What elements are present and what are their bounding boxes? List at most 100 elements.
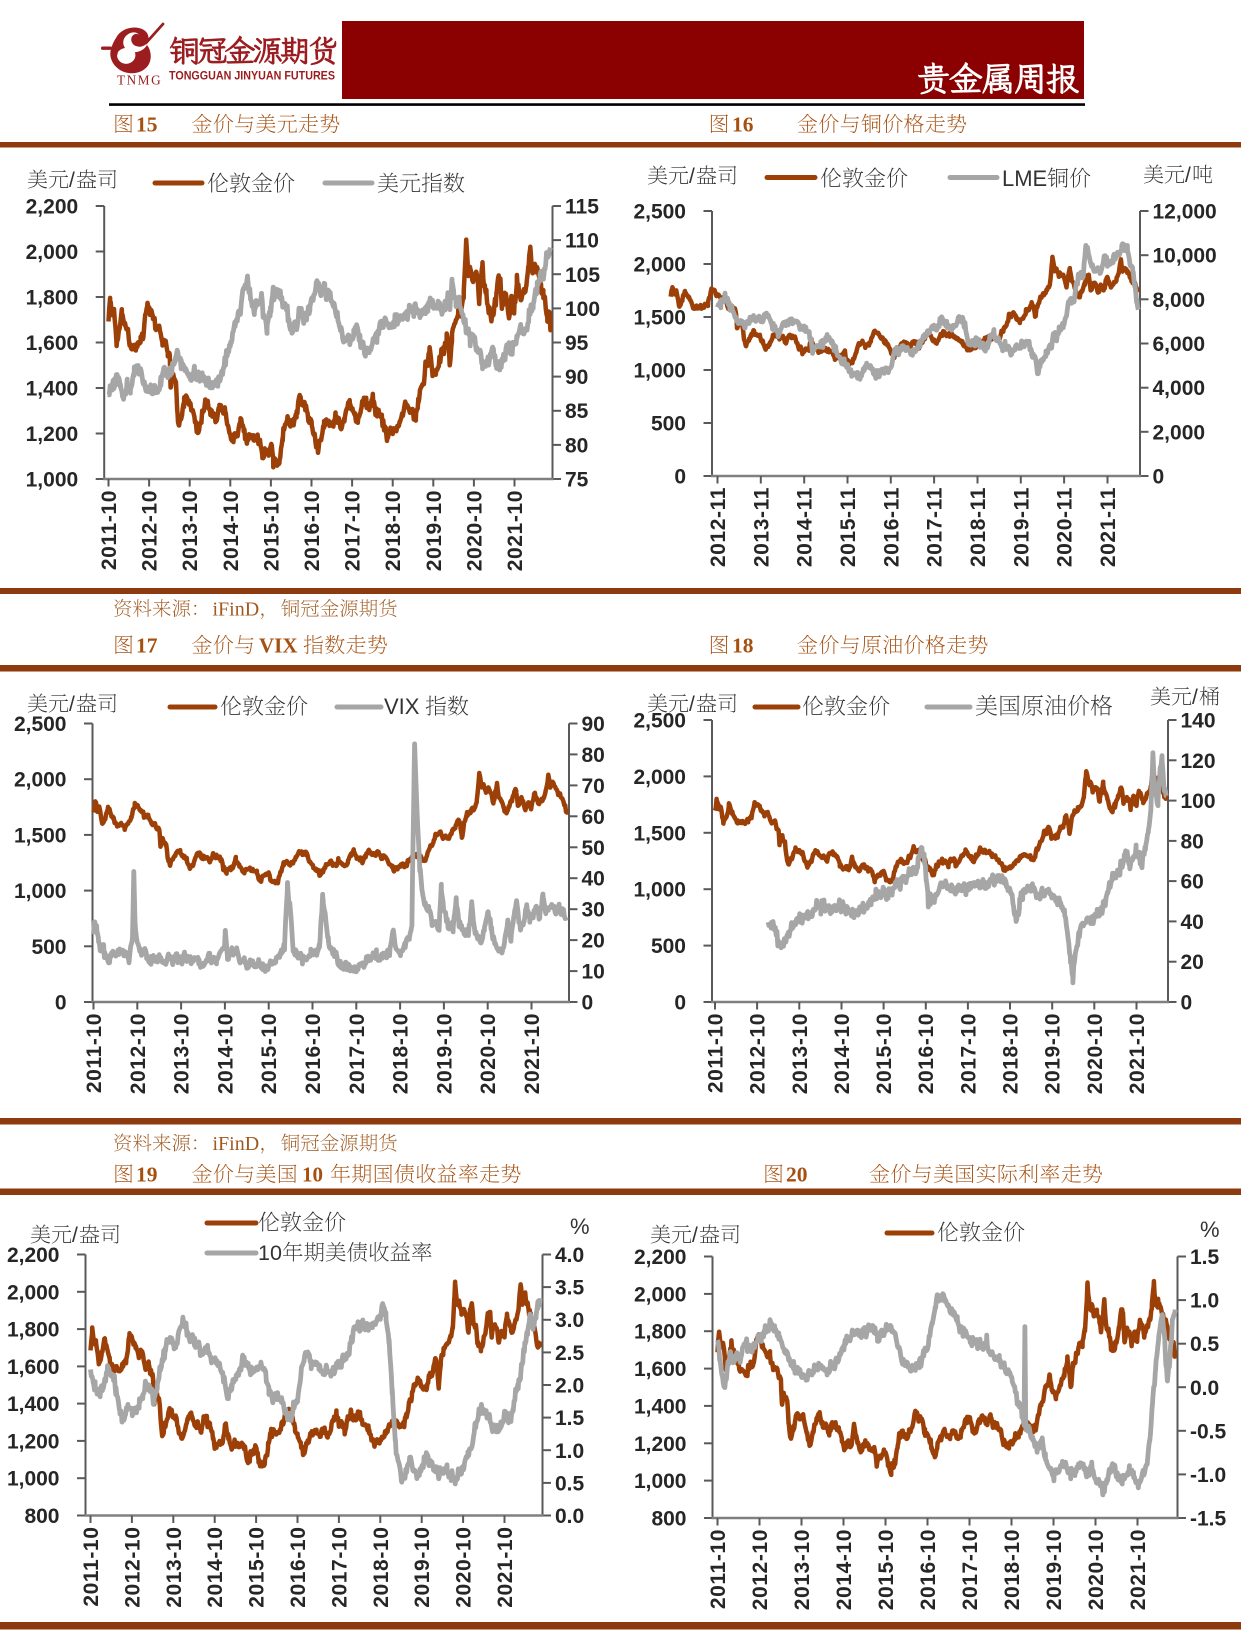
svg-text:500: 500 <box>651 413 686 436</box>
svg-text:2016-11: 2016-11 <box>880 487 903 567</box>
svg-text:2015-11: 2015-11 <box>837 487 860 567</box>
svg-text:2017-10: 2017-10 <box>346 1013 369 1094</box>
svg-text:2016-10: 2016-10 <box>302 1013 325 1094</box>
svg-text:90: 90 <box>582 713 605 736</box>
svg-text:2016-10: 2016-10 <box>917 1529 940 1610</box>
svg-text:2,000: 2,000 <box>7 1281 60 1304</box>
svg-text:2018-10: 2018-10 <box>1000 1013 1023 1094</box>
svg-text:0.0: 0.0 <box>555 1505 584 1528</box>
svg-text:800: 800 <box>651 1508 686 1531</box>
svg-text:20: 20 <box>786 1163 808 1187</box>
svg-text:1,200: 1,200 <box>26 423 79 446</box>
svg-text:/: / <box>689 165 695 188</box>
svg-text:110: 110 <box>565 230 599 253</box>
svg-text:2016-10: 2016-10 <box>915 1013 938 1094</box>
svg-text:1.5: 1.5 <box>555 1407 585 1430</box>
svg-text:iFinD: iFinD <box>213 599 260 621</box>
svg-text:50: 50 <box>582 837 605 860</box>
svg-text:2011-10: 2011-10 <box>98 490 121 570</box>
svg-text:40: 40 <box>582 868 605 891</box>
svg-text:115: 115 <box>565 196 599 219</box>
svg-text:0: 0 <box>674 992 686 1015</box>
svg-text:3.0: 3.0 <box>555 1309 584 1332</box>
svg-text:-1.5: -1.5 <box>1190 1508 1227 1531</box>
svg-text:2013-10: 2013-10 <box>179 490 202 571</box>
svg-text:2020-10: 2020-10 <box>1084 1013 1107 1094</box>
svg-text:1.0: 1.0 <box>555 1440 584 1463</box>
svg-text:2,500: 2,500 <box>633 201 686 224</box>
svg-text:19: 19 <box>136 1163 158 1187</box>
svg-text:2019-11: 2019-11 <box>1010 487 1033 567</box>
svg-text:2017-10: 2017-10 <box>328 1527 351 1608</box>
svg-text:2012-11: 2012-11 <box>707 487 730 567</box>
svg-text:2013-10: 2013-10 <box>171 1013 194 1094</box>
svg-text:TNMG: TNMG <box>117 73 162 88</box>
svg-text:1.5: 1.5 <box>1190 1246 1220 1269</box>
svg-text:1,500: 1,500 <box>633 822 686 845</box>
svg-text:100: 100 <box>1181 790 1216 813</box>
svg-text:2017-10: 2017-10 <box>959 1529 982 1610</box>
svg-text:2016-10: 2016-10 <box>301 490 324 571</box>
svg-text:1.0: 1.0 <box>1190 1290 1219 1313</box>
svg-text:16: 16 <box>732 113 754 137</box>
svg-text:2018-10: 2018-10 <box>382 490 405 571</box>
svg-text:0: 0 <box>674 466 686 489</box>
svg-text:LME: LME <box>1002 166 1047 191</box>
svg-text:2020-10: 2020-10 <box>463 490 486 571</box>
svg-text:80: 80 <box>565 434 588 457</box>
svg-text:2013-10: 2013-10 <box>163 1527 186 1608</box>
svg-text:2021-10: 2021-10 <box>1126 1013 1149 1094</box>
svg-text:3.5: 3.5 <box>555 1277 585 1300</box>
svg-text:2012-10: 2012-10 <box>121 1527 144 1608</box>
svg-text:2,000: 2,000 <box>14 769 67 792</box>
svg-text:40: 40 <box>1181 911 1204 934</box>
svg-text:0.5: 0.5 <box>555 1472 585 1495</box>
svg-text:1,400: 1,400 <box>7 1393 60 1416</box>
svg-text:2,500: 2,500 <box>14 713 67 736</box>
svg-text:2,200: 2,200 <box>634 1246 687 1269</box>
svg-text:1,600: 1,600 <box>634 1358 687 1381</box>
svg-text:2019-10: 2019-10 <box>423 490 446 571</box>
svg-text:2020-10: 2020-10 <box>1085 1529 1108 1610</box>
svg-text:2015-10: 2015-10 <box>258 1013 281 1094</box>
svg-text:20: 20 <box>582 930 605 953</box>
svg-text:2.5: 2.5 <box>555 1342 585 1365</box>
svg-text:140: 140 <box>1181 710 1216 733</box>
svg-text:1,400: 1,400 <box>26 378 79 401</box>
svg-text:2020-10: 2020-10 <box>477 1013 500 1094</box>
svg-text:0.0: 0.0 <box>1190 1377 1219 1400</box>
svg-text:2,000: 2,000 <box>633 254 686 277</box>
svg-text:2,200: 2,200 <box>7 1244 60 1267</box>
svg-text:17: 17 <box>136 634 158 658</box>
svg-text:TONGGUAN JINYUAN FUTURES: TONGGUAN JINYUAN FUTURES <box>169 71 335 83</box>
svg-text:4.0: 4.0 <box>555 1244 584 1267</box>
svg-text:2015-10: 2015-10 <box>246 1527 269 1608</box>
svg-text:2013-10: 2013-10 <box>791 1529 814 1610</box>
svg-text:2017-10: 2017-10 <box>342 490 365 571</box>
svg-text:2,000: 2,000 <box>1153 421 1206 444</box>
svg-text:800: 800 <box>24 1505 59 1528</box>
svg-text:%: % <box>570 1214 590 1239</box>
svg-text:2011-10: 2011-10 <box>83 1013 106 1093</box>
svg-text:2.0: 2.0 <box>555 1375 584 1398</box>
svg-text:105: 105 <box>565 264 600 287</box>
svg-text:2021-10: 2021-10 <box>1127 1529 1150 1610</box>
svg-text:2,000: 2,000 <box>26 241 79 264</box>
svg-text:85: 85 <box>565 400 589 423</box>
svg-text:2013-11: 2013-11 <box>750 487 773 567</box>
svg-text:2015-10: 2015-10 <box>873 1013 896 1094</box>
svg-text:500: 500 <box>651 935 686 958</box>
svg-text:2019-10: 2019-10 <box>1042 1013 1065 1094</box>
svg-text:2017-10: 2017-10 <box>957 1013 980 1094</box>
svg-text:90: 90 <box>565 366 588 389</box>
svg-text:2011-10: 2011-10 <box>80 1527 103 1607</box>
svg-text:0: 0 <box>1153 466 1165 489</box>
svg-text:/: / <box>689 693 695 716</box>
svg-text:VIX: VIX <box>259 634 298 658</box>
svg-text:2,500: 2,500 <box>633 710 686 733</box>
svg-text:2,200: 2,200 <box>26 196 79 219</box>
svg-text:%: % <box>1200 1217 1220 1242</box>
svg-text:0.5: 0.5 <box>1190 1333 1220 1356</box>
svg-text:0: 0 <box>582 992 594 1015</box>
svg-text:2014-10: 2014-10 <box>220 490 243 571</box>
